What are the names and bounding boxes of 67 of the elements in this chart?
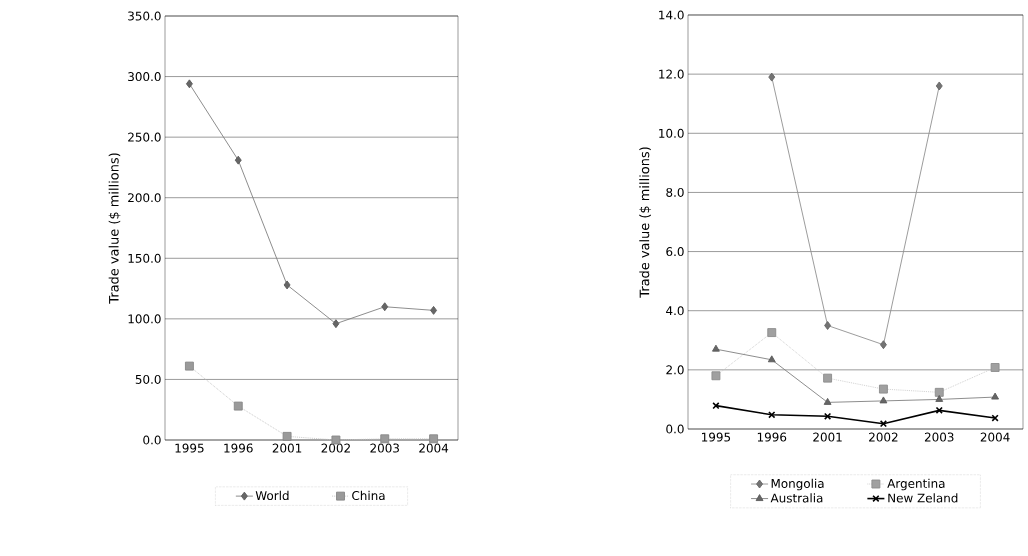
x-tick-label: 2001 [813, 432, 842, 442]
point [332, 319, 340, 329]
y-axis-title: Trade value ($ millions) [108, 153, 121, 304]
y-tick-label: 200.0 [128, 193, 161, 203]
y-tick-label: 4.0 [666, 306, 684, 316]
point [234, 155, 242, 165]
point [430, 305, 438, 315]
point [768, 411, 776, 419]
y-tick-label: 0.0 [143, 435, 161, 445]
point [184, 361, 194, 371]
point [282, 431, 292, 441]
point [879, 420, 888, 428]
point [991, 414, 999, 422]
y-axis-title: Trade value ($ millions) [639, 147, 652, 298]
point [185, 79, 193, 89]
y-tick-label: 12.0 [659, 69, 684, 79]
point [991, 392, 999, 400]
y-tick-label: 350.0 [128, 11, 161, 21]
x-tick-label: 2001 [272, 443, 302, 453]
point [823, 397, 832, 405]
point [824, 321, 832, 330]
y-tick-label: 2.0 [666, 365, 684, 375]
x-tick-label: 2002 [321, 443, 350, 453]
y-tick-label: 10.0 [659, 128, 684, 138]
x-tick-label: 2004 [419, 443, 449, 453]
legend-label: World [255, 490, 289, 501]
point [935, 394, 944, 402]
point [381, 302, 389, 312]
legend-label: Argentina [887, 478, 945, 491]
x-tick-label: 2002 [869, 432, 898, 442]
y-tick-label: 0.0 [666, 424, 684, 434]
point [823, 373, 833, 383]
point [878, 384, 888, 394]
x-tick-label: 1996 [224, 443, 253, 453]
y-tick-label: 150.0 [128, 253, 161, 263]
point [233, 401, 243, 411]
point [934, 387, 944, 397]
point [935, 81, 943, 91]
point [879, 396, 888, 404]
y-tick-label: 6.0 [666, 247, 684, 257]
point [990, 363, 1000, 372]
x-tick-label: 1996 [757, 432, 787, 442]
y-tick-label: 50.0 [135, 374, 161, 384]
point [935, 406, 943, 414]
y-tick-label: 100.0 [128, 314, 161, 324]
point [711, 371, 721, 381]
y-tick-label: 8.0 [666, 187, 684, 197]
point [767, 328, 777, 338]
point [767, 355, 776, 363]
y-tick-label: 14.0 [659, 10, 684, 20]
legend-label: Mongolia [771, 478, 824, 491]
legend-label: Australia [770, 493, 823, 503]
legend-label: China [352, 490, 385, 501]
point [768, 72, 776, 82]
y-tick-label: 250.0 [128, 132, 161, 142]
x-tick-label: 2003 [370, 443, 399, 453]
x-tick-label: 2004 [980, 432, 1010, 442]
y-tick-label: 300.0 [128, 72, 161, 82]
point [712, 344, 720, 352]
point [380, 434, 390, 444]
point [283, 280, 291, 290]
x-tick-label: 1995 [175, 443, 204, 453]
legend-label: New Zeland [888, 493, 958, 503]
point [429, 434, 439, 444]
point [879, 340, 887, 350]
x-tick-label: 2003 [924, 432, 954, 442]
x-tick-label: 1995 [702, 432, 731, 442]
